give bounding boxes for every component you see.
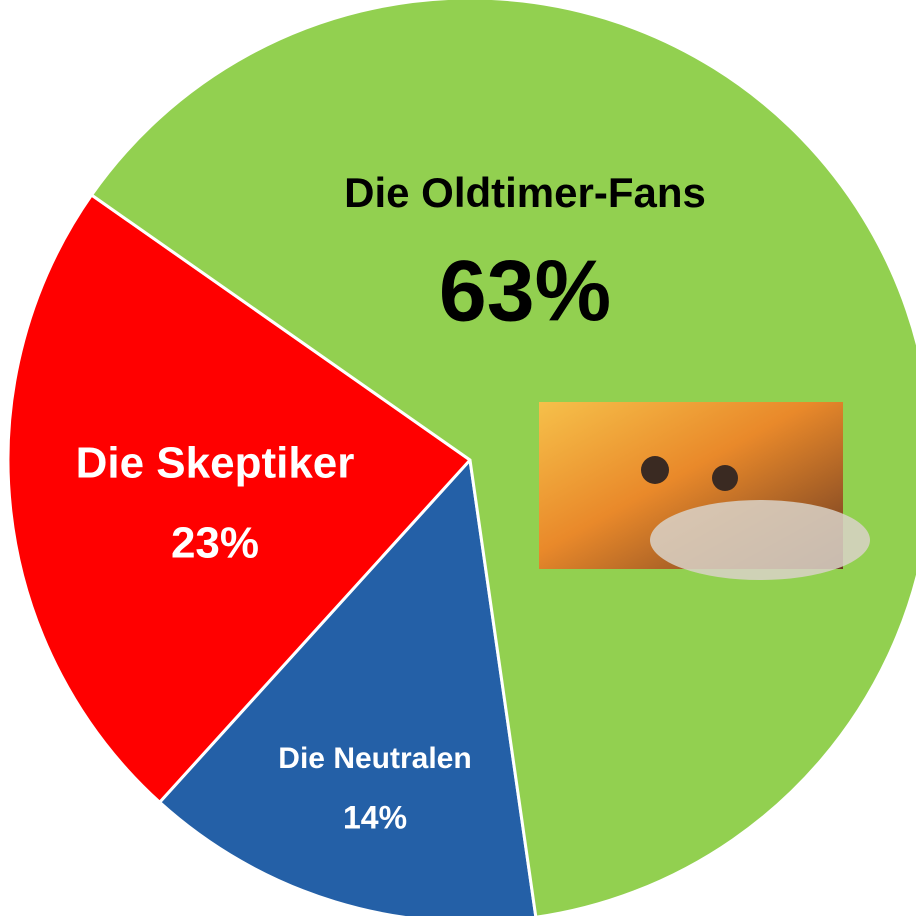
value-label: 63% — [439, 244, 611, 340]
slice-label: Die Neutralen — [278, 742, 471, 775]
pie — [6, 0, 916, 916]
slice-label: Die Oldtimer-Fans — [344, 169, 706, 216]
slice — [6, 192, 473, 805]
value-label: 14% — [343, 799, 407, 835]
value-label: 23% — [171, 519, 259, 568]
photo — [539, 402, 870, 580]
slice — [157, 456, 538, 916]
slice-label: Die Skeptiker — [76, 439, 355, 488]
labels: Die Neutralen 14% Die Skeptiker 23% Die Oldt… — [76, 169, 706, 835]
slice — [89, 0, 916, 916]
